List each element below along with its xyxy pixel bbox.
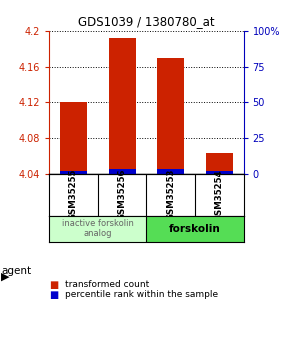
Bar: [146, 216, 244, 242]
Text: GSM35256: GSM35256: [118, 169, 127, 220]
Text: ■: ■: [49, 290, 59, 300]
Text: inactive forskolin
analog: inactive forskolin analog: [62, 219, 134, 238]
Bar: [206, 154, 233, 174]
Bar: [49, 216, 146, 242]
Bar: [206, 171, 233, 174]
Text: transformed count: transformed count: [65, 280, 150, 289]
Text: percentile rank within the sample: percentile rank within the sample: [65, 290, 218, 299]
Text: GSM35253: GSM35253: [166, 169, 175, 220]
Text: ▶: ▶: [1, 272, 10, 282]
Text: GSM35254: GSM35254: [215, 169, 224, 220]
Bar: [157, 58, 184, 174]
Bar: [60, 102, 87, 174]
Bar: [60, 171, 87, 174]
Title: GDS1039 / 1380780_at: GDS1039 / 1380780_at: [78, 16, 215, 29]
Bar: [109, 38, 135, 174]
Text: forskolin: forskolin: [169, 224, 221, 234]
Text: ■: ■: [49, 280, 59, 289]
Text: GSM35255: GSM35255: [69, 169, 78, 220]
Bar: [109, 169, 135, 174]
Text: agent: agent: [1, 266, 32, 276]
Bar: [157, 169, 184, 174]
